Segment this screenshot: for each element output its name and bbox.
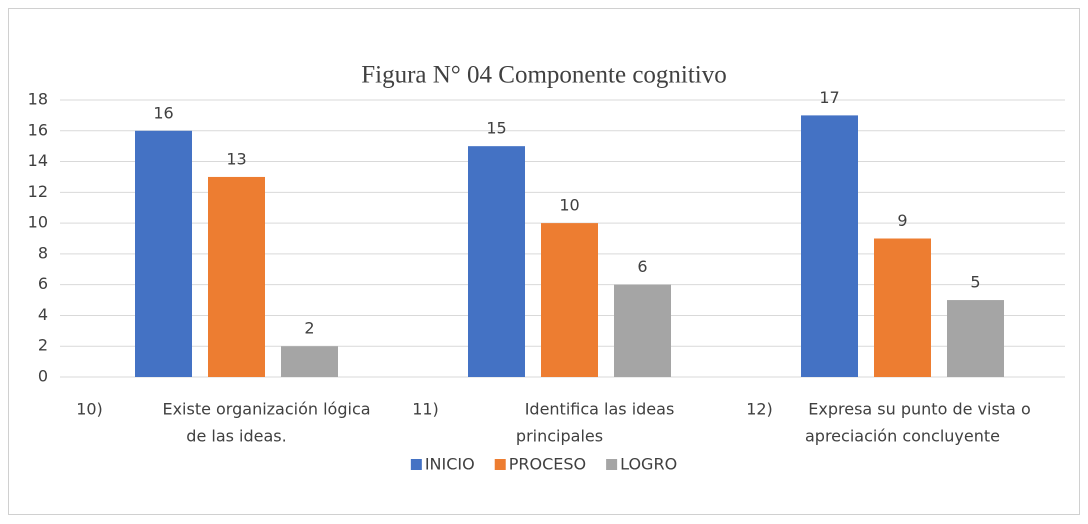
bar <box>541 223 598 377</box>
legend-swatch <box>606 459 618 470</box>
x-tick-label: de las ideas. <box>186 427 286 446</box>
legend-label: LOGRO <box>620 455 677 474</box>
x-tick-label: Identifica las ideas <box>525 400 675 419</box>
value-label: 17 <box>819 88 839 107</box>
y-tick-label: 8 <box>38 243 48 262</box>
value-label: 2 <box>304 319 314 338</box>
y-tick-label: 4 <box>38 305 48 324</box>
value-label: 15 <box>486 119 506 138</box>
legend-swatch <box>410 459 422 470</box>
y-tick-label: 6 <box>38 274 48 293</box>
value-label: 16 <box>153 103 173 122</box>
x-tick-label: Existe organización lógica <box>162 400 370 419</box>
y-tick-label: 2 <box>38 336 48 355</box>
legend-label: INICIO <box>425 455 475 474</box>
bar <box>208 176 265 377</box>
x-tick-label: 11) <box>412 400 439 419</box>
bar <box>874 238 931 377</box>
y-tick-label: 10 <box>28 213 48 232</box>
x-tick-label: 12) <box>746 400 773 419</box>
x-tick-label: Expresa su punto de vista o <box>808 400 1030 419</box>
legend-label: PROCESO <box>509 455 586 474</box>
value-label: 9 <box>897 211 907 230</box>
bar <box>281 346 338 377</box>
y-tick-label: 16 <box>28 120 48 139</box>
value-label: 10 <box>559 196 579 215</box>
y-tick-label: 18 <box>28 90 48 109</box>
bar <box>801 115 858 377</box>
y-tick-label: 14 <box>28 151 48 170</box>
bar <box>614 284 671 377</box>
bar <box>947 300 1004 377</box>
bar <box>135 130 192 377</box>
legend-swatch <box>494 459 506 470</box>
y-tick-label: 12 <box>28 182 48 201</box>
x-tick-label: principales <box>516 427 603 446</box>
chart-title: Figura N° 04 Componente cognitivo <box>361 62 727 89</box>
value-label: 13 <box>226 149 246 168</box>
value-label: 5 <box>970 273 980 292</box>
x-tick-label: 10) <box>76 400 103 419</box>
value-label: 6 <box>637 257 647 276</box>
x-tick-label: apreciación concluyente <box>805 427 1000 446</box>
bar <box>468 146 525 377</box>
y-tick-label: 0 <box>38 367 48 386</box>
